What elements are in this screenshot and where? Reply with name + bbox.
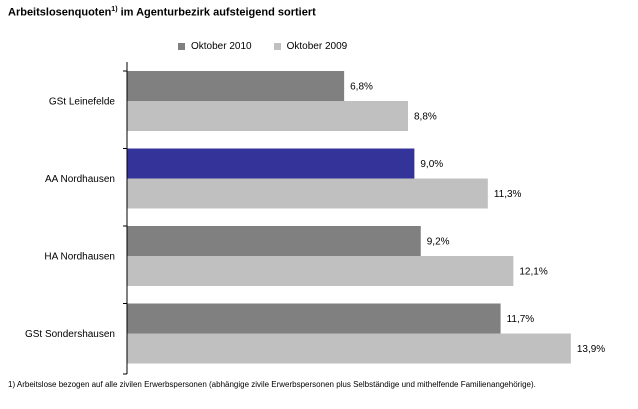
- legend: Oktober 2010 Oktober 2009: [178, 41, 369, 52]
- data-label-gst-sondershausen-oktober-2009: 13,9%: [577, 344, 605, 355]
- data-label-gst-leinefelde-oktober-2010: 6,8%: [350, 82, 373, 93]
- category-label-gst-leinefelde: GSt Leinefelde: [49, 97, 116, 108]
- footnote: 1) Arbeitslose bezogen auf alle zivilen …: [8, 380, 536, 389]
- category-label-ha-nordhausen: HA Nordhausen: [44, 252, 115, 263]
- data-label-ha-nordhausen-oktober-2010: 9,2%: [427, 237, 450, 248]
- bar-gst-sondershausen-oktober-2009: [127, 333, 571, 364]
- bar-gst-leinefelde-oktober-2009: [127, 101, 408, 131]
- legend-item-oktober-2010: Oktober 2010: [178, 41, 252, 52]
- legend-item-oktober-2009: Oktober 2009: [273, 41, 348, 52]
- bar-gst-sondershausen-oktober-2010: [127, 303, 501, 334]
- bar-ha-nordhausen-oktober-2009: [127, 256, 514, 286]
- category-label-aa-nordhausen: AA Nordhausen: [45, 174, 115, 185]
- data-label-ha-nordhausen-oktober-2009: 12,1%: [519, 267, 547, 278]
- data-label-aa-nordhausen-oktober-2009: 11,3%: [494, 189, 522, 200]
- data-label-aa-nordhausen-oktober-2010: 9,0%: [420, 159, 443, 170]
- bar-aa-nordhausen-oktober-2010: [127, 148, 415, 179]
- legend-label-oktober-2009: Oktober 2009: [286, 41, 348, 52]
- bar-aa-nordhausen-oktober-2009: [127, 178, 488, 209]
- data-label-gst-sondershausen-oktober-2010: 11,7%: [507, 314, 535, 325]
- legend-swatch-oktober-2010: [178, 43, 185, 50]
- data-label-gst-leinefelde-oktober-2009: 8,8%: [414, 112, 437, 123]
- chart-title: Arbeitslosenquoten1) im Agenturbezirk au…: [8, 6, 316, 19]
- legend-swatch-oktober-2009: [273, 43, 281, 50]
- legend-label-oktober-2010: Oktober 2010: [191, 41, 252, 52]
- bar-gst-leinefelde-oktober-2010: [127, 71, 345, 101]
- bar-ha-nordhausen-oktober-2010: [127, 226, 421, 256]
- category-label-gst-sondershausen: GSt Sondershausen: [25, 329, 115, 340]
